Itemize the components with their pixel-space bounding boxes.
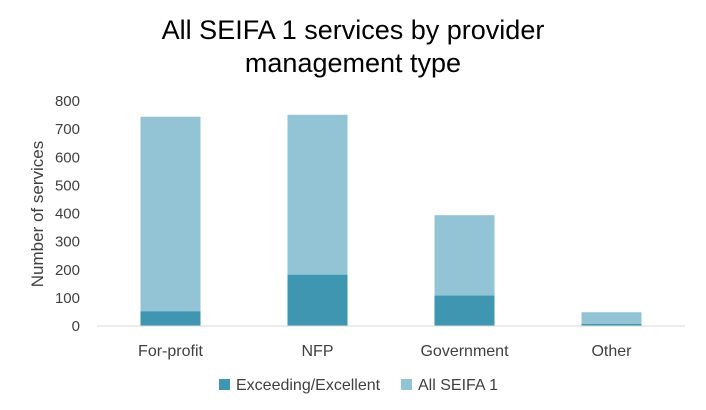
x-tick-label-2: Government	[420, 343, 509, 360]
bar-exceeding-excellent-1	[287, 274, 348, 326]
y-tick-label-200: 200	[55, 262, 80, 279]
bar-exceeding-excellent-3	[581, 324, 642, 326]
y-axis-label: Number of services	[28, 141, 47, 287]
chart-title-line-2: management type	[244, 48, 462, 78]
legend-label-exceeding: Exceeding/Excellent	[236, 377, 381, 394]
y-tick-label-700: 700	[55, 121, 80, 138]
chart-title: All SEIFA 1 services by provider managem…	[0, 14, 706, 80]
y-tick-label-400: 400	[55, 206, 80, 223]
bar-all-seifa-1-3	[581, 312, 642, 326]
x-tick-label-0: For-profit	[138, 343, 203, 360]
bars-layer	[140, 114, 642, 326]
chart-title-line-1: All SEIFA 1 services by provider	[161, 15, 545, 45]
legend-label-all-seifa: All SEIFA 1	[418, 377, 498, 394]
legend-swatch-all-seifa	[401, 379, 412, 390]
bar-exceeding-excellent-0	[140, 311, 201, 326]
y-tick-label-100: 100	[55, 290, 80, 307]
legend: Exceeding/Excellent All SEIFA 1	[219, 377, 498, 394]
y-tick-label-500: 500	[55, 177, 80, 194]
bar-exceeding-excellent-2	[434, 295, 495, 326]
y-axis-ticks: 0 100 200 300 400 500 600 700 800	[55, 93, 80, 335]
bar-all-seifa-1-0	[140, 116, 201, 326]
legend-swatch-exceeding	[219, 379, 230, 390]
y-tick-label-800: 800	[55, 93, 80, 110]
x-tick-label-1: NFP	[302, 343, 334, 360]
x-tick-label-3: Other	[591, 343, 632, 360]
y-tick-label-0: 0	[72, 318, 80, 335]
x-axis-categories: For-profit NFP Government Other	[138, 343, 632, 360]
y-tick-label-300: 300	[55, 234, 80, 251]
y-tick-label-600: 600	[55, 149, 80, 166]
